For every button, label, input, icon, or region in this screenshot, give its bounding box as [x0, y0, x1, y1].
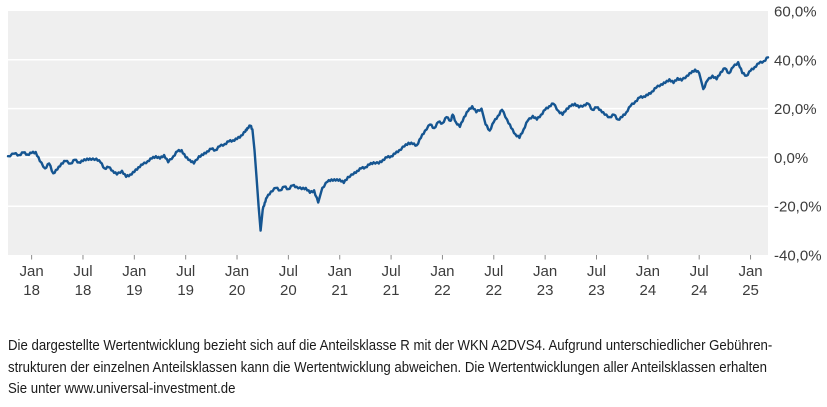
plot-background: [8, 11, 768, 255]
x-tick-label-year: 20: [280, 282, 297, 299]
x-tick-label-year: 23: [588, 282, 605, 299]
y-tick-label: 20,0%: [774, 101, 817, 118]
x-tick-label-year: 18: [23, 282, 40, 299]
x-tick-label-year: 18: [75, 282, 92, 299]
x-tick-label-year: 22: [485, 282, 502, 299]
x-tick-label-month: Jan: [20, 263, 44, 280]
y-tick-label: -20,0%: [774, 199, 822, 216]
x-tick-label-year: 22: [434, 282, 451, 299]
fund-performance-chart: Jan 18 Jul 18 Jan 19 Jul 19 Jan 20 Jul 20 Jan 21 Jul 21…: [6, 4, 822, 299]
x-tick-label-year: 20: [229, 282, 246, 299]
x-tick-label-month: Jan: [122, 263, 146, 280]
x-tick-label-month: Jul: [279, 263, 298, 280]
x-tick-label-year: 23: [537, 282, 554, 299]
x-tick-label-year: 21: [383, 282, 400, 299]
performance-line: [6, 56, 770, 232]
x-tick-label-month: Jan: [533, 263, 557, 280]
x-tick-label-month: Jul: [484, 263, 503, 280]
x-tick-label-year: 24: [691, 282, 708, 299]
x-tick-label-month: Jan: [328, 263, 352, 280]
x-tick-label-month: Jan: [225, 263, 249, 280]
y-tick-label: 40,0%: [774, 52, 817, 69]
x-tick-label-year: 25: [742, 282, 759, 299]
x-tick-label-year: 21: [331, 282, 348, 299]
performance-chart-svg: Jan 18 Jul 18 Jan 19 Jul 19 Jan 20 Jul 20 Jan 21 Jul 21…: [6, 4, 822, 299]
disclaimer-line-2: strukturen der einzelnen Anteilsklassen …: [8, 358, 767, 376]
y-tick-label: 60,0%: [774, 4, 817, 21]
x-tick-label-month: Jan: [738, 263, 762, 280]
x-tick-label-month: Jul: [73, 263, 92, 280]
x-tick-label-month: Jul: [690, 263, 709, 280]
x-tick-label-month: Jul: [176, 263, 195, 280]
x-tick-label-month: Jan: [430, 263, 454, 280]
disclaimer-line-1: Die dargestellte Wertentwicklung bezieht…: [8, 337, 773, 354]
x-tick-label-year: 19: [177, 282, 194, 299]
disclaimer-line-3: Sie unter www.universal-investment.de: [8, 380, 236, 397]
y-tick-label: -40,0%: [774, 248, 822, 265]
x-tick-label-month: Jan: [636, 263, 660, 280]
x-tick-label-month: Jul: [381, 263, 400, 280]
disclaimer-text: Die dargestellte Wertentwicklung bezieht…: [8, 335, 827, 400]
x-tick-label-year: 24: [639, 282, 656, 299]
x-tick-label-year: 19: [126, 282, 143, 299]
y-tick-label: 0,0%: [774, 150, 808, 167]
x-tick-label-month: Jul: [587, 263, 606, 280]
